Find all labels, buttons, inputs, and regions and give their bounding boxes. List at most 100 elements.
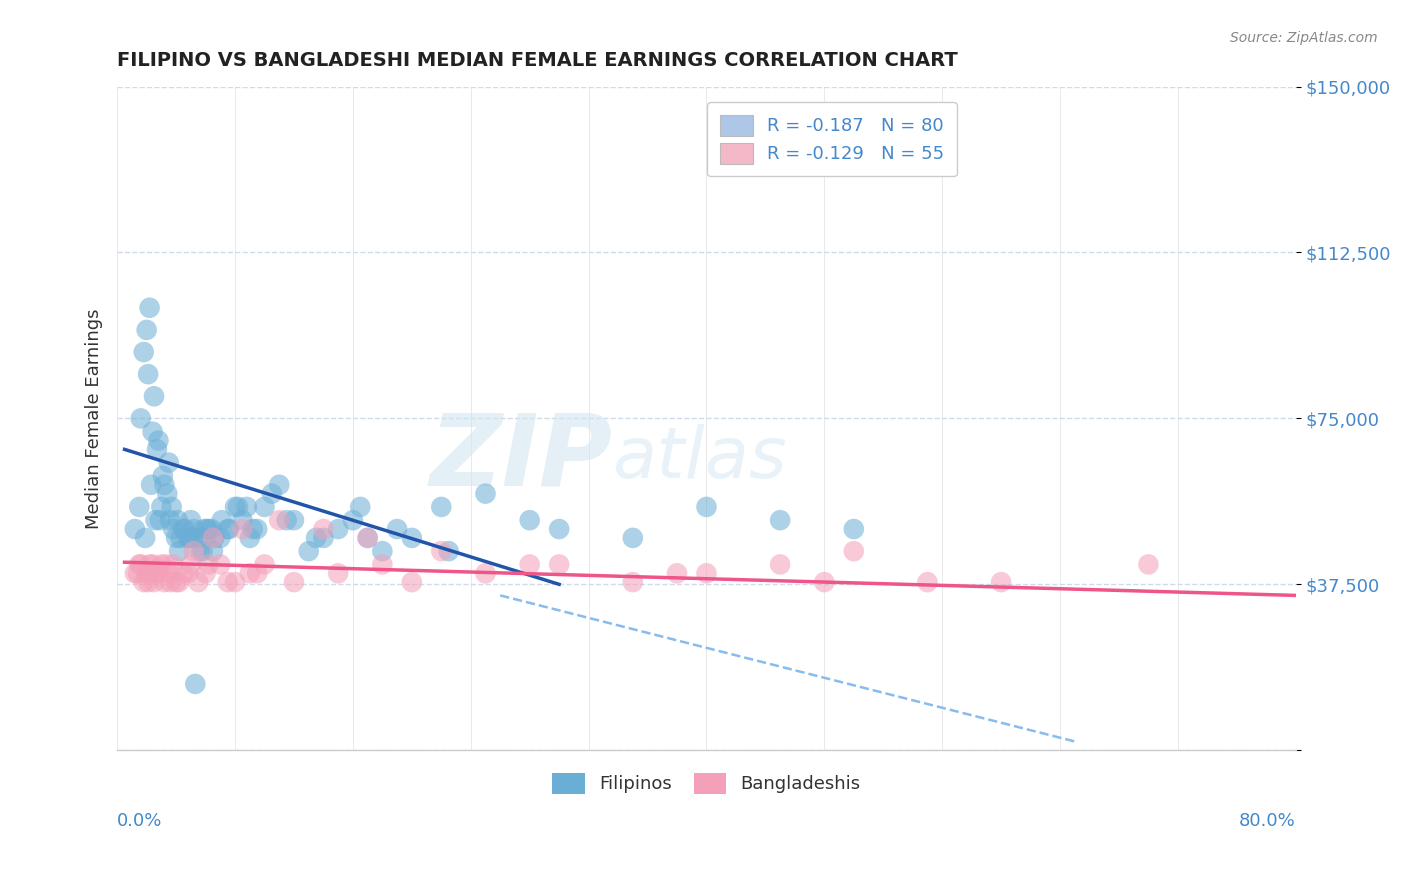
Point (127, 566, 149, 581)
Point (191, 544, 214, 558)
Point (157, 456, 180, 470)
Text: 80.0%: 80.0% (1239, 813, 1296, 830)
Point (401, 575, 423, 590)
Point (166, 513, 188, 527)
Point (695, 500, 717, 514)
Point (283, 575, 305, 590)
Point (193, 522, 215, 536)
Point (328, 522, 350, 536)
Point (246, 566, 269, 581)
Point (167, 575, 190, 590)
Point (842, 544, 865, 558)
Point (197, 522, 219, 536)
Point (201, 531, 224, 545)
Point (253, 500, 276, 514)
Point (548, 558, 571, 572)
Point (217, 522, 239, 536)
Text: ZIP: ZIP (429, 409, 612, 507)
Point (173, 566, 195, 581)
Point (129, 558, 152, 572)
Point (150, 558, 173, 572)
Point (181, 531, 204, 545)
Point (128, 500, 150, 514)
Point (305, 531, 328, 545)
Point (139, 477, 162, 491)
Point (184, 677, 207, 691)
Point (162, 558, 184, 572)
Point (194, 531, 217, 545)
Point (283, 513, 305, 527)
Point (152, 469, 174, 483)
Point (132, 575, 155, 590)
Point (226, 500, 249, 514)
Point (143, 575, 166, 590)
Point (917, 575, 939, 590)
Point (231, 522, 253, 536)
Point (260, 486, 283, 500)
Point (621, 531, 644, 545)
Point (135, 323, 157, 337)
Point (298, 544, 321, 558)
Legend: Filipinos, Bangladeshis: Filipinos, Bangladeshis (546, 765, 868, 801)
Point (204, 531, 226, 545)
Point (177, 566, 200, 581)
Point (187, 575, 209, 590)
Point (474, 486, 496, 500)
Point (162, 522, 184, 536)
Point (149, 513, 172, 527)
Y-axis label: Median Female Earnings: Median Female Earnings (86, 308, 103, 529)
Point (145, 566, 167, 581)
Point (239, 531, 262, 545)
Point (217, 575, 239, 590)
Point (165, 575, 187, 590)
Point (990, 575, 1012, 590)
Point (160, 500, 183, 514)
Point (342, 513, 364, 527)
Point (183, 522, 205, 536)
Text: FILIPINO VS BANGLADESHI MEDIAN FEMALE EARNINGS CORRELATION CHART: FILIPINO VS BANGLADESHI MEDIAN FEMALE EA… (117, 51, 957, 70)
Point (148, 434, 170, 448)
Point (138, 301, 160, 315)
Point (519, 513, 541, 527)
Point (769, 558, 792, 572)
Text: Source: ZipAtlas.com: Source: ZipAtlas.com (1230, 31, 1378, 45)
Point (177, 531, 200, 545)
Point (239, 566, 262, 581)
Point (209, 558, 232, 572)
Point (349, 500, 371, 514)
Point (312, 531, 335, 545)
Point (148, 566, 170, 581)
Point (195, 522, 218, 536)
Point (124, 566, 146, 581)
Point (209, 531, 232, 545)
Point (141, 558, 163, 572)
Point (328, 566, 350, 581)
Point (312, 522, 335, 536)
Text: atlas: atlas (612, 424, 787, 492)
Point (371, 558, 394, 572)
Point (165, 531, 187, 545)
Point (180, 558, 202, 572)
Point (129, 411, 152, 425)
Point (236, 500, 259, 514)
Point (194, 566, 217, 581)
Point (842, 522, 865, 536)
Point (519, 558, 541, 572)
Point (183, 544, 205, 558)
Point (474, 566, 496, 581)
Point (200, 522, 222, 536)
Point (253, 558, 276, 572)
Point (159, 513, 181, 527)
Point (159, 575, 181, 590)
Point (1137, 558, 1160, 572)
Point (187, 531, 209, 545)
Point (136, 367, 159, 381)
Point (401, 531, 423, 545)
Point (269, 477, 291, 491)
Point (167, 544, 190, 558)
Point (128, 558, 150, 572)
Point (224, 500, 246, 514)
Point (769, 513, 792, 527)
Point (145, 513, 167, 527)
Point (155, 558, 177, 572)
